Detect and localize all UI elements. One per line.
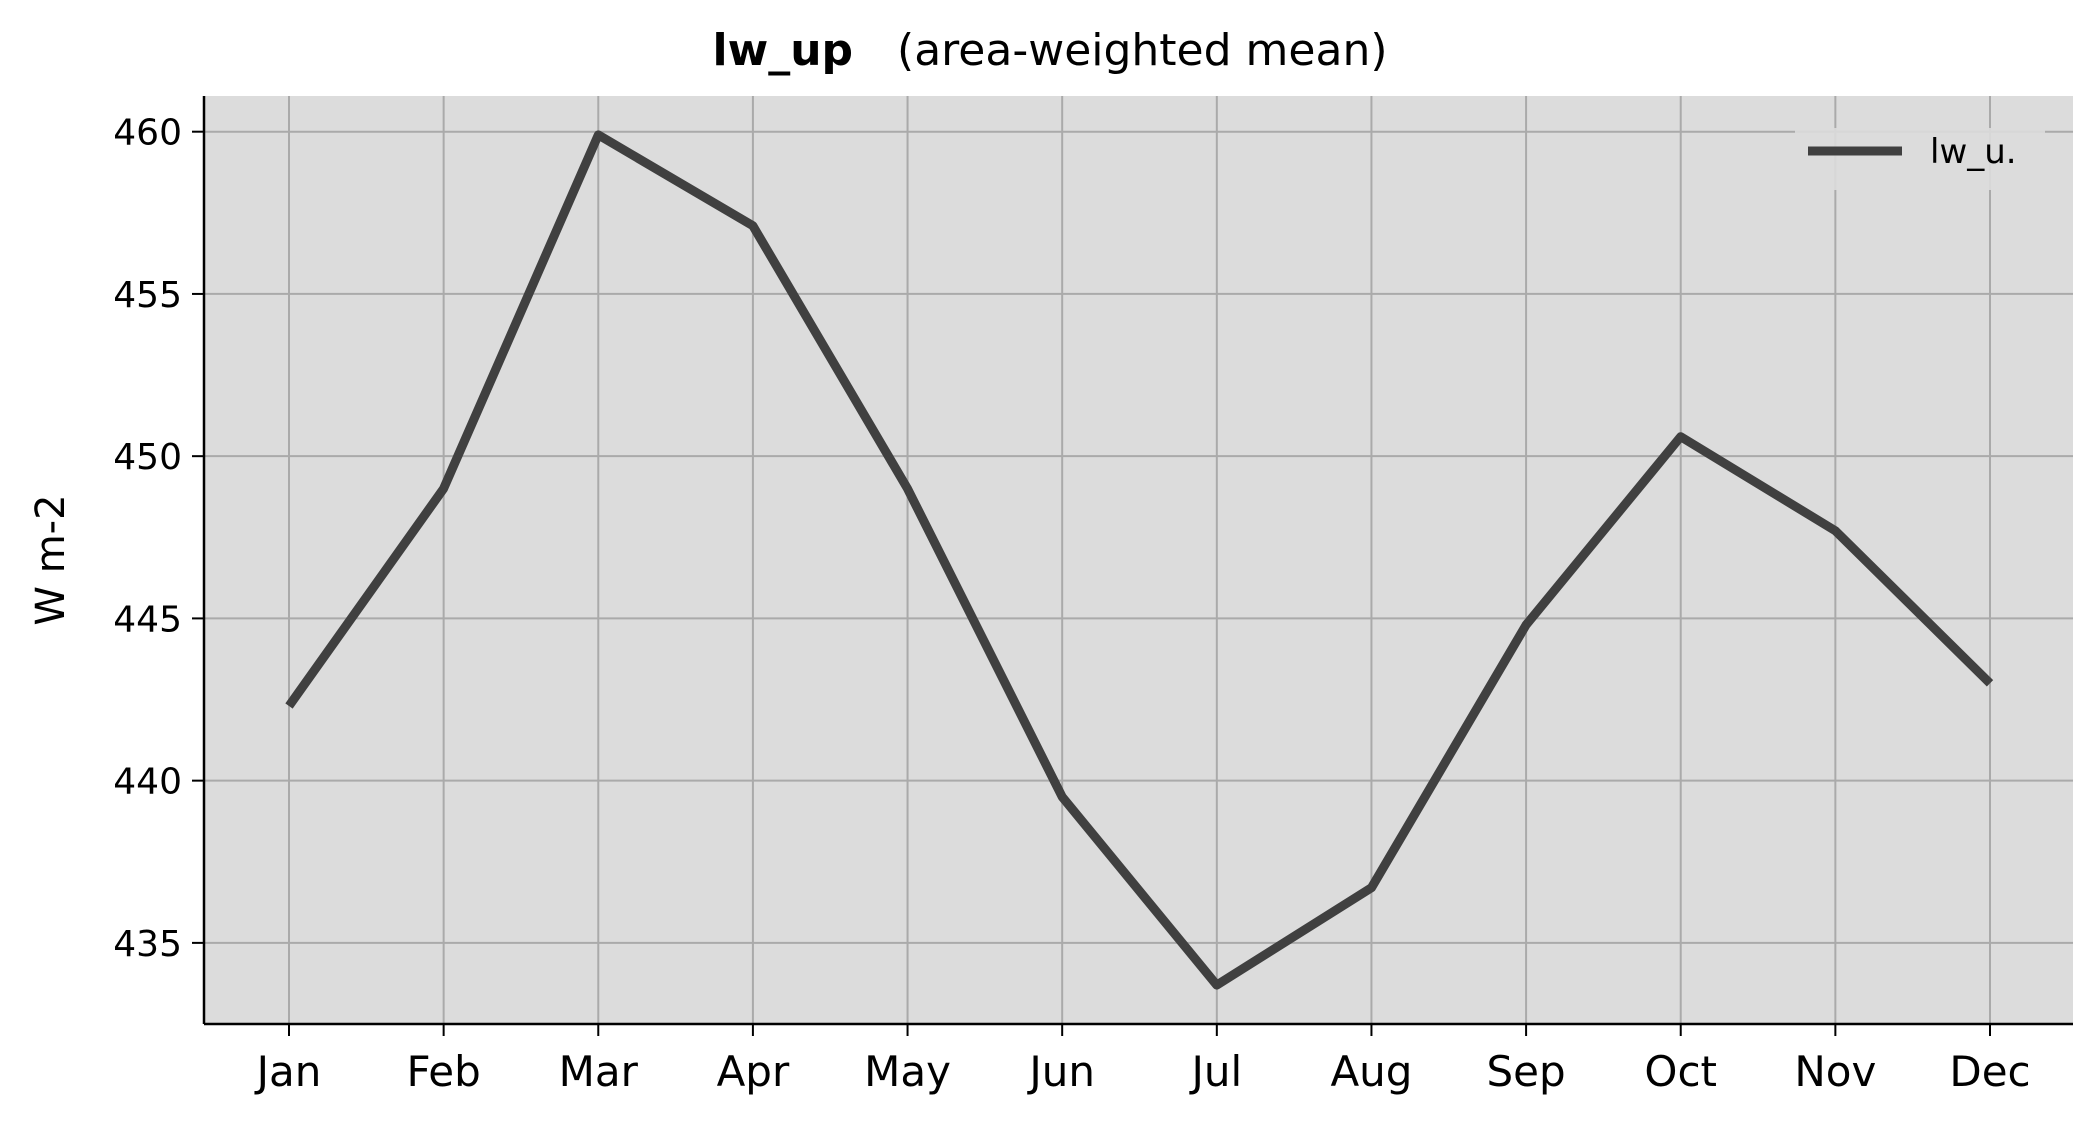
x-tick-label: Jul bbox=[1188, 1047, 1242, 1096]
x-tick-label: Jun bbox=[1026, 1047, 1095, 1096]
series-layer bbox=[285, 130, 1994, 990]
x-tick-label: Sep bbox=[1487, 1047, 1566, 1096]
x-tick-label: Aug bbox=[1330, 1047, 1412, 1096]
y-tick-label: 435 bbox=[113, 924, 182, 965]
x-tick-label: Nov bbox=[1794, 1047, 1876, 1096]
plot-area bbox=[204, 96, 2073, 1024]
y-tick-label: 440 bbox=[113, 762, 182, 803]
y-tick-label: 445 bbox=[113, 599, 182, 640]
x-tick-label: Feb bbox=[406, 1047, 480, 1096]
x-axis-ticks: Jan Feb Mar Apr May Jun Jul Aug Sep Oct Nov Dec bbox=[254, 1024, 2031, 1096]
x-tick-label: Apr bbox=[717, 1047, 790, 1096]
y-axis-ticks: 435 440 445 450 455 460 bbox=[113, 113, 204, 965]
chart-title: lw_up (area-weighted mean) bbox=[712, 25, 1387, 76]
y-tick-label: 450 bbox=[113, 437, 182, 478]
y-tick-label: 455 bbox=[113, 275, 182, 316]
legend-box bbox=[1795, 128, 2045, 190]
series-line bbox=[285, 130, 1994, 990]
grid bbox=[204, 96, 2073, 1024]
x-tick-label: May bbox=[864, 1047, 951, 1096]
x-tick-label: Dec bbox=[1949, 1047, 2030, 1096]
chart-title-suffix: (area-weighted mean) bbox=[897, 25, 1387, 76]
x-tick-label: Mar bbox=[559, 1047, 639, 1096]
x-tick-label: Oct bbox=[1644, 1047, 1717, 1096]
legend-label: lw_u. bbox=[1930, 132, 2017, 172]
legend: lw_u. bbox=[1795, 128, 2045, 190]
x-tick-label: Jan bbox=[254, 1047, 322, 1096]
y-tick-label: 460 bbox=[113, 113, 182, 154]
y-axis-label: W m-2 bbox=[28, 494, 74, 625]
chart-title-variable: lw_up bbox=[712, 25, 853, 76]
